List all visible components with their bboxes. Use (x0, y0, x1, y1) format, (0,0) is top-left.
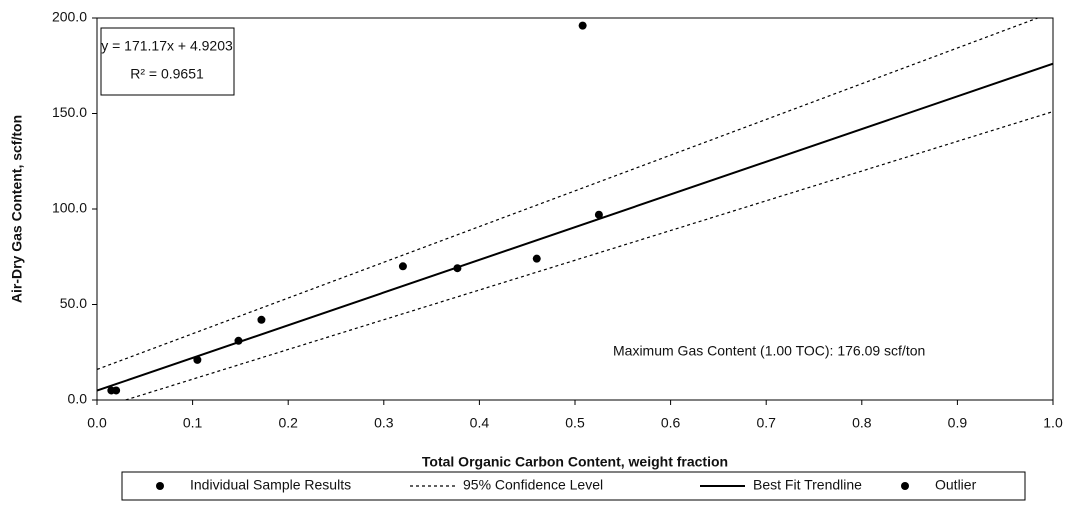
x-tick-label: 0.6 (661, 415, 681, 431)
x-tick-label: 0.2 (278, 415, 298, 431)
data-point (112, 386, 121, 395)
x-tick-label: 1.0 (1043, 415, 1063, 431)
y-tick-label: 150.0 (52, 104, 87, 120)
x-tick-label: 0.3 (374, 415, 394, 431)
x-tick-label: 0.4 (470, 415, 490, 431)
legend-swatch (901, 482, 909, 490)
equation: y = 171.17x + 4.9203 (101, 38, 233, 54)
y-axis-label: Air-Dry Gas Content, scf/ton (9, 115, 25, 303)
y-tick-label: 100.0 (52, 200, 87, 216)
legend-swatch (156, 482, 164, 490)
confidence-line (97, 18, 1053, 400)
x-tick-label: 0.1 (183, 415, 203, 431)
y-tick-label: 50.0 (60, 295, 87, 311)
data-point (453, 264, 462, 273)
legend-label: 95% Confidence Level (463, 477, 603, 493)
y-tick-label: 0.0 (68, 391, 88, 407)
x-tick-label: 0.9 (948, 415, 968, 431)
data-point (578, 21, 587, 30)
y-tick-label: 200.0 (52, 9, 87, 25)
legend-label: Outlier (935, 477, 977, 493)
data-point (257, 315, 266, 324)
equation-box (100, 27, 235, 96)
annotation: Maximum Gas Content (1.00 TOC): 176.09 s… (613, 343, 925, 359)
data-point (193, 355, 202, 364)
x-tick-label: 0.7 (756, 415, 776, 431)
data-point (532, 254, 541, 263)
legend-box (121, 471, 1026, 501)
x-axis-label: Total Organic Carbon Content, weight fra… (422, 454, 728, 470)
data-point (234, 336, 243, 345)
data-point (594, 210, 603, 219)
trend-line (97, 62, 1053, 392)
data-point (398, 262, 407, 271)
x-tick-label: 0.5 (565, 415, 585, 431)
plot-layer (97, 18, 1053, 400)
r-squared: R² = 0.9651 (130, 66, 204, 82)
legend-label: Best Fit Trendline (753, 477, 862, 493)
legend-label: Individual Sample Results (190, 477, 351, 493)
x-tick-label: 0.0 (87, 415, 107, 431)
x-tick-label: 0.8 (852, 415, 872, 431)
